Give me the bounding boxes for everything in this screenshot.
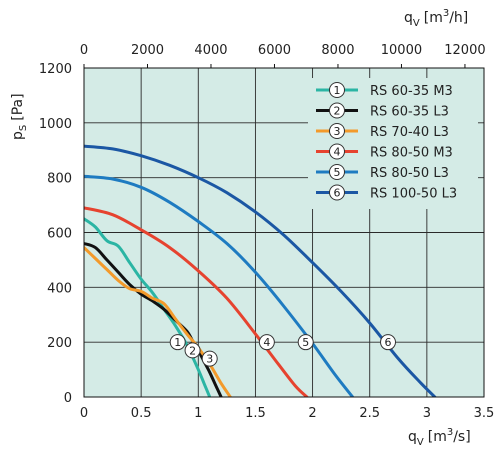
curve-marker-5	[297, 334, 314, 351]
y-tick-label: 400	[47, 281, 72, 296]
x-tick-label: 3	[423, 406, 431, 421]
curve-marker-label-4: 4	[263, 336, 270, 349]
curve-marker-1	[169, 334, 186, 351]
x2-tick-label: 8000	[321, 43, 354, 58]
plot-frame	[83, 67, 485, 398]
x2-tick-label: 4000	[194, 43, 227, 58]
legend-marker-number-4: 4	[334, 146, 341, 159]
curve-marker-4	[258, 334, 275, 351]
x-tick-label: 2.5	[359, 406, 380, 421]
legend-label-4: RS 80-50 M3	[370, 146, 453, 161]
x2-tick-label: 6000	[258, 43, 291, 58]
curve-marker-6	[380, 334, 396, 351]
y-tick-label: 800	[47, 172, 72, 187]
curve-marker-label-3: 3	[206, 353, 213, 366]
series-line-5	[84, 174, 355, 397]
legend-marker-6	[329, 184, 345, 201]
series-line-2	[84, 242, 223, 397]
y-tick-label: 1200	[39, 62, 72, 77]
x-tick-label: 3.5	[474, 406, 495, 421]
legend-marker-4	[329, 143, 345, 160]
y-tick-label: 1000	[39, 117, 72, 132]
series-line-1	[84, 217, 212, 397]
x2-axis-label: qV [m3/h]	[404, 8, 468, 29]
legend: 1 RS 60-35 M3 2 RS 60-35 L3 3 RS 70-40 L3 4 RS …	[308, 78, 478, 209]
y-tick-label: 600	[47, 227, 72, 242]
legend-marker-number-3: 3	[334, 125, 341, 138]
x2-tick-label: 12000	[444, 43, 485, 58]
series-line-6	[84, 144, 437, 397]
legend-marker-number-2: 2	[334, 105, 341, 118]
legend-marker-5	[329, 164, 345, 180]
y-tick-label: 200	[47, 336, 72, 351]
legend-marker-number-6: 6	[334, 187, 341, 200]
y-axis-label: pS[Pa]	[10, 93, 29, 140]
axis-labels: qV [m3/s] qV [m3/h] pS[Pa]	[10, 8, 471, 448]
x-tick-label: 2	[308, 406, 316, 421]
x-axis-label: qV [m3/s]	[408, 427, 471, 448]
curve-marker-3	[201, 350, 218, 367]
curve-marker-label-6: 6	[385, 336, 392, 349]
y-tick-label: 0	[64, 391, 72, 406]
legend-label-5: RS 80-50 L3	[370, 166, 449, 181]
legend-label-1: RS 60-35 M3	[370, 84, 453, 99]
legend-marker-3	[329, 123, 345, 139]
x2-tick-label: 2000	[131, 43, 164, 58]
x-tick-label: 0.5	[131, 406, 152, 421]
legend-marker-1	[329, 82, 345, 98]
series-line-4	[84, 206, 309, 397]
legend-marker-2	[329, 102, 345, 119]
x2-tick-label: 0	[80, 43, 88, 58]
curve-marker-label-5: 5	[302, 336, 309, 349]
curve-marker-label-1: 1	[174, 336, 181, 349]
x-tick-label: 0	[80, 406, 88, 421]
legend-marker-number-1: 1	[334, 84, 341, 97]
x2-tick-label: 10000	[381, 43, 422, 58]
legend-marker-number-5: 5	[334, 166, 341, 179]
curve-marker-2	[184, 342, 201, 359]
x-tick-label: 1	[194, 406, 202, 421]
legend-label-3: RS 70-40 L3	[370, 125, 449, 140]
legend-label-6: RS 100-50 L3	[370, 187, 457, 202]
x-tick-label: 1.5	[245, 406, 266, 421]
curve-markers: 123 4 5 6	[169, 334, 396, 367]
series-lines	[84, 144, 437, 397]
curve-marker-label-2: 2	[189, 344, 196, 357]
legend-label-2: RS 60-35 L3	[370, 105, 449, 120]
